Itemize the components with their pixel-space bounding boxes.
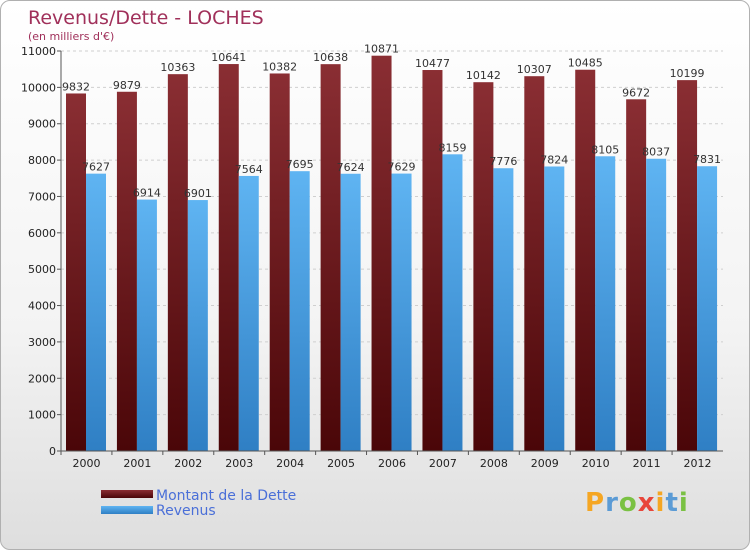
bar-dette — [626, 99, 647, 452]
chart-subtitle: (en milliers d'€) — [28, 30, 114, 43]
x-tick-label: 2006 — [378, 457, 406, 470]
value-label-revenus: 7824 — [540, 153, 568, 166]
value-label-revenus: 6914 — [133, 187, 161, 200]
value-label-revenus: 8159 — [438, 141, 466, 154]
value-label-revenus: 7831 — [693, 153, 721, 166]
value-label-dette: 9672 — [622, 86, 650, 99]
legend-label-debt: Montant de la Dette — [156, 488, 296, 504]
proxiti-logo: Proxiti — [585, 488, 689, 518]
bar-revenus — [391, 173, 412, 451]
bar-revenus — [493, 168, 514, 451]
y-tick-label: 10000 — [21, 81, 56, 94]
value-label-revenus: 7776 — [489, 155, 517, 168]
bar-dette — [320, 64, 341, 451]
x-tick-label: 2008 — [480, 457, 508, 470]
y-tick-label: 1000 — [28, 409, 56, 422]
bar-revenus — [442, 154, 463, 452]
value-label-dette: 10641 — [211, 51, 246, 64]
y-tick-label: 4000 — [28, 300, 56, 313]
value-label-dette: 9879 — [113, 79, 141, 92]
value-label-dette: 10638 — [313, 51, 348, 64]
x-tick-label: 2007 — [429, 457, 457, 470]
bar-dette — [116, 91, 137, 451]
bar-dette — [575, 69, 596, 452]
bar-dette — [269, 73, 290, 452]
y-tick-label: 2000 — [28, 372, 56, 385]
bar-revenus — [595, 156, 616, 452]
x-tick-label: 2011 — [633, 457, 661, 470]
bar-dette — [473, 82, 494, 451]
value-label-revenus: 7564 — [235, 163, 263, 176]
bar-dette — [66, 93, 86, 452]
bars: 9832 7627 9879 6914 10363 6901 10641 7564 10382 7… — [62, 43, 721, 452]
y-axis: 0 1000 2000 3000 4000 5000 6000 7000 8000 9000 100… — [21, 45, 62, 458]
bar-revenus — [136, 199, 157, 451]
x-tick-label: 2009 — [531, 457, 559, 470]
chart-title: Revenus/Dette - LOCHES — [28, 7, 264, 29]
bar-revenus — [544, 166, 565, 451]
x-tick-label: 2004 — [276, 457, 304, 470]
y-tick-label: 3000 — [28, 336, 56, 349]
logo-letter: o — [618, 488, 638, 518]
x-tick-label: 2005 — [327, 457, 355, 470]
bar-dette — [677, 80, 698, 452]
bar-dette — [422, 70, 443, 451]
value-label-dette: 10871 — [364, 43, 399, 56]
y-tick-label: 0 — [49, 445, 56, 458]
y-tick-label: 8000 — [28, 154, 56, 167]
bar-dette — [167, 74, 188, 451]
bar-revenus — [187, 200, 208, 451]
x-tick-label: 2000 — [72, 457, 100, 470]
bar-revenus — [646, 158, 667, 451]
value-label-revenus: 6901 — [184, 187, 212, 200]
x-tick-label: 2002 — [174, 457, 202, 470]
x-tick-label: 2001 — [123, 457, 151, 470]
value-label-dette: 10363 — [160, 61, 195, 74]
value-label-revenus: 7695 — [286, 158, 314, 171]
logo-letter: r — [605, 488, 619, 518]
value-label-dette: 10477 — [415, 57, 450, 70]
value-label-dette: 10382 — [262, 60, 297, 73]
bar-dette — [371, 55, 392, 451]
value-label-dette: 10485 — [568, 57, 603, 70]
value-label-revenus: 7624 — [337, 161, 365, 174]
bar-revenus — [340, 173, 361, 451]
x-tick-label: 2003 — [225, 457, 253, 470]
y-tick-label: 11000 — [21, 45, 56, 58]
value-label-dette: 10307 — [517, 63, 552, 76]
bar-dette — [524, 76, 545, 451]
value-label-dette: 10199 — [670, 67, 705, 80]
y-tick-label: 6000 — [28, 227, 56, 240]
logo-letter: i — [678, 488, 689, 518]
legend-swatch-revenus — [101, 506, 153, 514]
logo-letter: P — [585, 488, 606, 518]
value-label-revenus: 8037 — [642, 146, 670, 159]
legend: Montant de la Dette Revenus — [101, 488, 296, 519]
value-label-revenus: 8105 — [591, 143, 619, 156]
legend-swatch-debt — [101, 490, 153, 498]
value-label-revenus: 7629 — [388, 161, 416, 174]
logo-letter: t — [665, 488, 679, 518]
y-tick-label: 9000 — [28, 118, 56, 131]
x-axis: 2000 2001 2002 2003 2004 2005 2006 2007 2008 2009… — [60, 450, 723, 470]
bar-revenus — [86, 173, 106, 451]
value-label-dette: 10142 — [466, 69, 501, 82]
value-label-revenus: 7627 — [82, 161, 110, 174]
legend-label-revenus: Revenus — [156, 503, 216, 519]
x-tick-label: 2010 — [582, 457, 610, 470]
y-tick-label: 5000 — [28, 263, 56, 276]
bar-revenus — [289, 171, 310, 451]
bar-revenus — [697, 166, 718, 451]
x-tick-label: 2012 — [684, 457, 712, 470]
value-label-dette: 9832 — [62, 80, 90, 93]
bar-dette — [218, 64, 239, 451]
bar-revenus — [238, 175, 259, 452]
y-tick-label: 7000 — [28, 190, 56, 203]
logo-letter: x — [637, 488, 656, 518]
logo-letter: i — [655, 488, 666, 518]
